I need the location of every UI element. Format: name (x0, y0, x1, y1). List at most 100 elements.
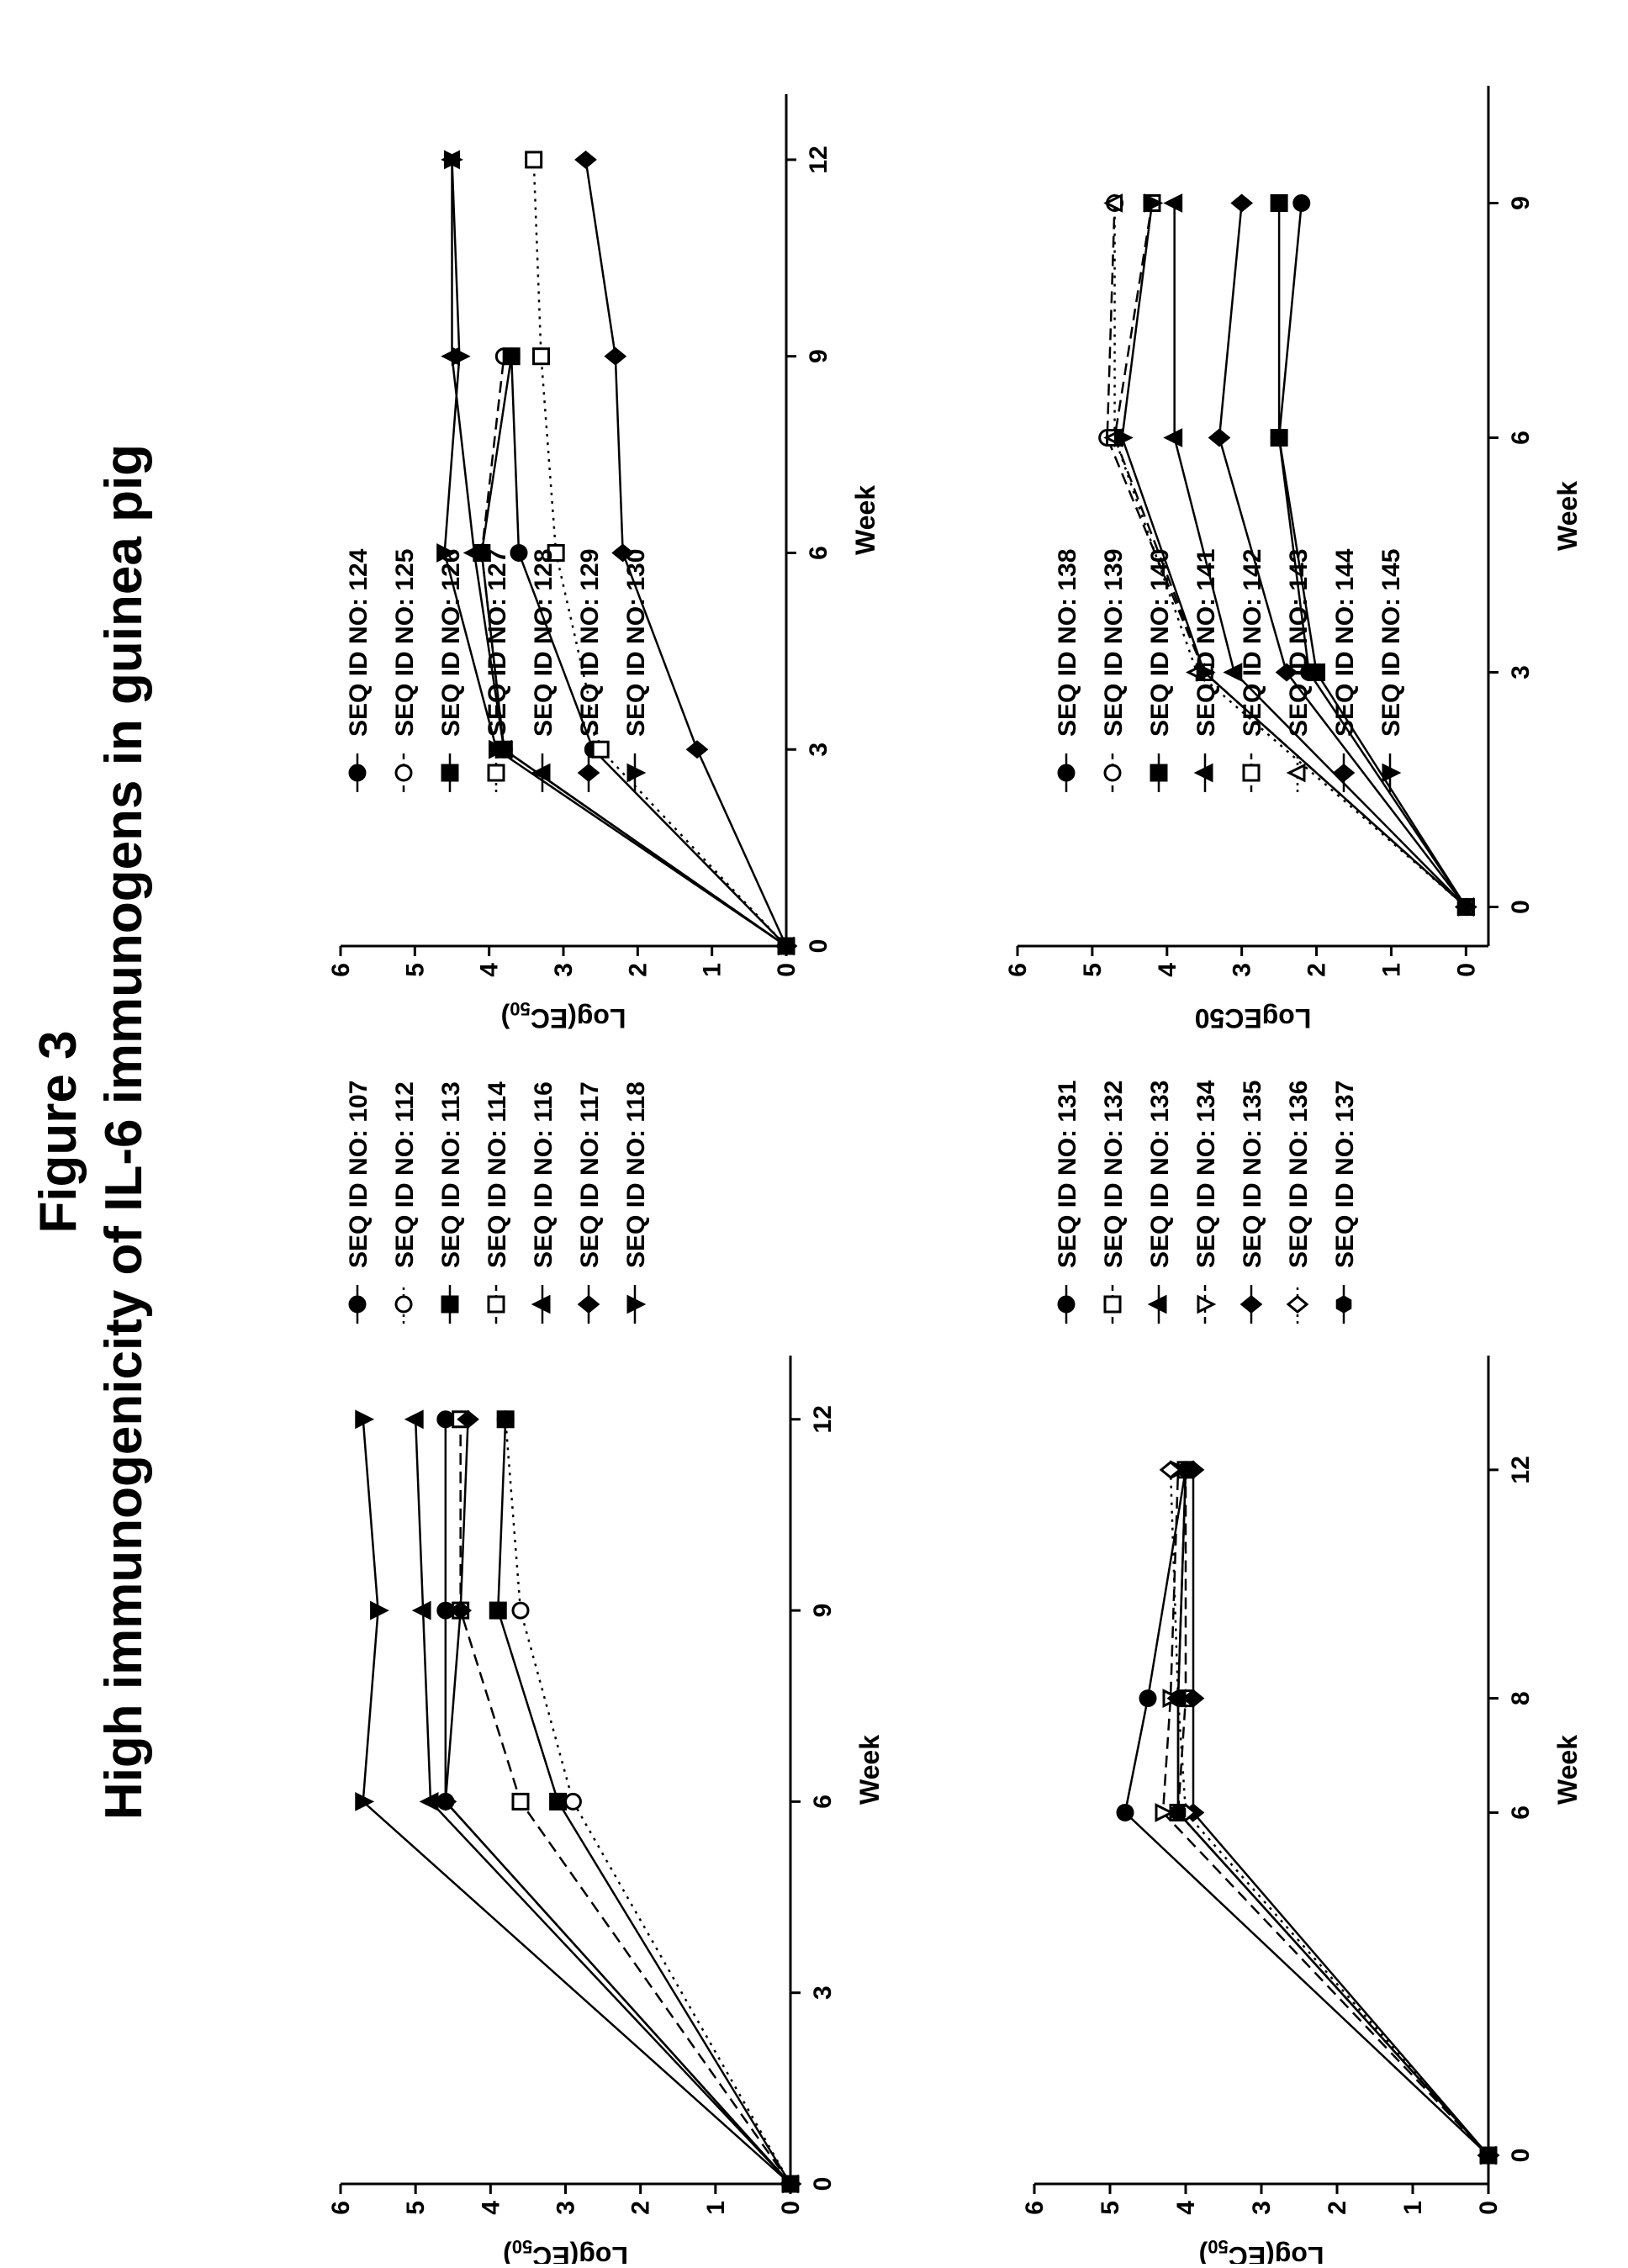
data-point (577, 1295, 600, 1314)
y-axis-label-main: Log(EC (1229, 2241, 1324, 2264)
data-point (502, 347, 521, 366)
legend-label: SEQ ID NO: 135 (1239, 1081, 1266, 1268)
data-point (411, 1600, 431, 1620)
data-point (1163, 193, 1183, 213)
y-tick-label: 3 (1248, 2201, 1276, 2215)
data-point (441, 764, 459, 782)
x-tick-label: 6 (805, 546, 832, 560)
legend-label: SEQ ID NO: 144 (1331, 548, 1359, 737)
data-point (457, 1409, 479, 1429)
legend-label: SEQ ID NO: 138 (1054, 549, 1081, 737)
data-point (1057, 764, 1076, 782)
series-line (504, 1419, 792, 2185)
data-point (1292, 194, 1311, 212)
y-axis-label: LogEC50 (1195, 1003, 1312, 1034)
series-6 (1159, 1460, 1500, 2165)
x-tick-label: 6 (1507, 1805, 1535, 1820)
y-tick-label: 0 (777, 2201, 805, 2215)
figure-label: Figure 3 (29, 1030, 87, 1233)
data-point (487, 764, 505, 782)
rotated-figure: Figure 3 High immunogenicity of IL-6 immu… (29, 86, 1583, 2268)
x-tick-label: 9 (809, 1604, 837, 1618)
legend-label: SEQ ID NO: 132 (1100, 1081, 1128, 1268)
y-tick-label: 3 (552, 2201, 580, 2215)
series-4 (1163, 193, 1474, 917)
data-point (1181, 1689, 1205, 1708)
x-tick-label: 3 (1507, 665, 1535, 679)
legend-label: SEQ ID NO: 124 (345, 548, 373, 737)
legend-label: SEQ ID NO: 117 (576, 1081, 604, 1268)
data-point (451, 346, 471, 367)
series-line (1123, 1469, 1489, 2156)
data-point (404, 1409, 424, 1430)
data-point (462, 543, 483, 563)
data-point (626, 1294, 647, 1314)
legend-item: SEQ ID NO: 139 (1100, 549, 1128, 792)
y-tick-label: 4 (477, 2201, 505, 2215)
y-axis-label-close: ) (503, 2241, 512, 2264)
legend-label: SEQ ID NO: 142 (1239, 549, 1266, 737)
legend-label: SEQ ID NO: 130 (622, 549, 650, 737)
data-point (1150, 764, 1168, 782)
series-line (444, 1419, 791, 2185)
series-1 (436, 1410, 800, 2193)
legend-label: SEQ ID NO: 129 (576, 549, 604, 737)
x-axis-label: Week (854, 1735, 885, 1805)
y-tick-label: 4 (1154, 963, 1181, 977)
legend-label: SEQ ID NO: 125 (391, 549, 419, 737)
series-line (1161, 1469, 1489, 2156)
y-tick-label: 1 (1399, 2201, 1427, 2215)
data-point (1270, 194, 1288, 212)
series-line (1218, 203, 1467, 908)
legend-label: SEQ ID NO: 112 (391, 1081, 419, 1268)
data-point (1103, 764, 1122, 782)
y-axis-label-close: ) (501, 1003, 510, 1034)
series-line (510, 356, 787, 947)
data-point (449, 1601, 473, 1620)
y-axis-label-close: ) (1199, 2241, 1208, 2264)
legend-item: SEQ ID NO: 145 (1377, 549, 1405, 792)
x-tick-label: 9 (1507, 196, 1535, 210)
x-axis-label: Week (850, 485, 880, 555)
series-line (1277, 203, 1467, 908)
series-6 (574, 150, 798, 955)
y-axis-label: Log(EC50) (501, 998, 626, 1034)
series-7 (355, 1409, 802, 2194)
data-point (1057, 1295, 1076, 1314)
series-2 (1169, 1461, 1498, 2165)
data-point (1193, 763, 1213, 783)
data-point (1139, 1689, 1157, 1708)
series-line (444, 1419, 791, 2185)
data-point (525, 151, 543, 169)
y-tick-label: 1 (699, 963, 727, 977)
data-point (782, 2174, 802, 2194)
series-4 (452, 1410, 800, 2193)
data-point (1197, 1294, 1217, 1314)
data-point (348, 764, 367, 782)
legend-label: SEQ ID NO: 133 (1146, 1081, 1174, 1268)
y-tick-label: 6 (1004, 963, 1032, 977)
data-point (1163, 428, 1183, 447)
x-tick-label: 0 (1507, 900, 1535, 914)
legend-item: SEQ ID NO: 107 (345, 1081, 373, 1324)
x-tick-label: 0 (805, 939, 832, 954)
series-7 (436, 150, 798, 956)
data-point (1147, 1294, 1167, 1314)
data-point (370, 1600, 389, 1620)
series-3 (1270, 194, 1475, 916)
x-tick-label: 3 (809, 1985, 837, 2000)
x-tick-label: 12 (1507, 1456, 1535, 1483)
data-point (549, 1792, 568, 1811)
series-line (1192, 1469, 1489, 2156)
legend-item: SEQ ID NO: 129 (576, 549, 604, 792)
data-point (348, 1295, 367, 1314)
data-point (1103, 1295, 1122, 1314)
legend-item: SEQ ID NO: 142 (1239, 549, 1266, 792)
data-point (1223, 663, 1243, 682)
series-line (496, 1419, 792, 2185)
legend-item: SEQ ID NO: 144 (1331, 548, 1359, 792)
legend-item: SEQ ID NO: 132 (1100, 1081, 1128, 1324)
x-tick-label: 12 (809, 1405, 837, 1433)
y-tick-label: 6 (327, 963, 355, 977)
